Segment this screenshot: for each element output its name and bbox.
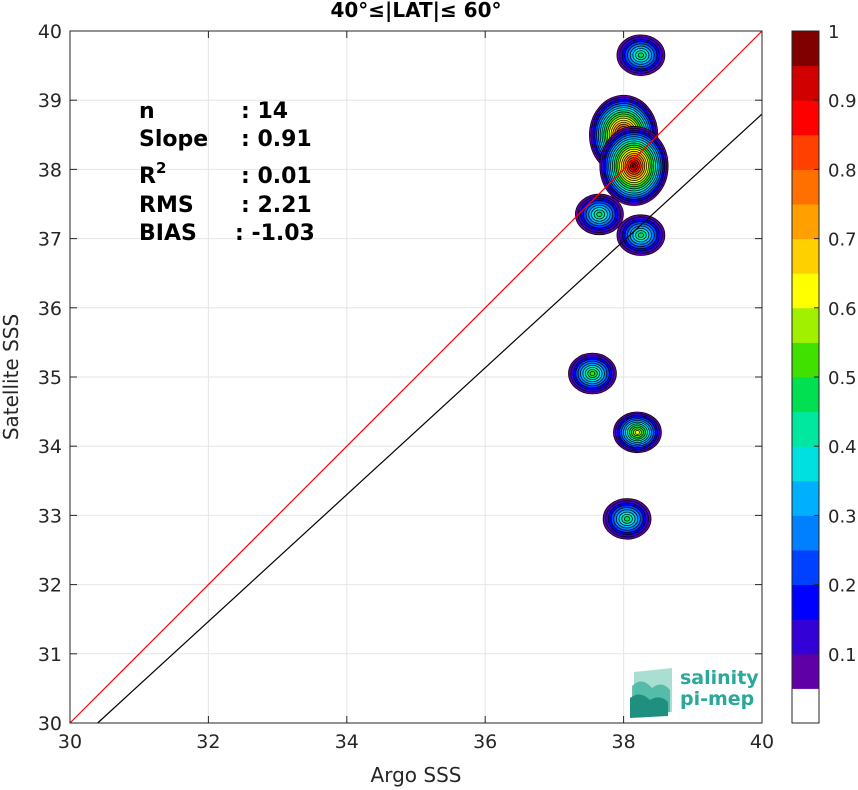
colorbar-tick-label: 0.3 <box>828 506 857 527</box>
x-tick-label: 36 <box>473 731 497 753</box>
y-tick-label: 38 <box>38 159 62 181</box>
density-contour <box>589 371 596 376</box>
stat-slope-label: Slope <box>139 127 208 152</box>
density-contour <box>596 211 603 217</box>
colorbar-ticks: 0.1 0.2 0.3 0.4 0.5 0.6 0.7 0.8 0.9 1 <box>814 22 857 666</box>
y-tick-label: 31 <box>38 644 62 666</box>
colorbar-tick-label: 0.9 <box>828 91 857 112</box>
stat-n-value: : 14 <box>241 99 288 124</box>
colorbar-segment <box>792 653 819 689</box>
density-contour <box>624 516 631 522</box>
stat-bias-label: BIAS <box>139 221 197 246</box>
colorbar-segment <box>792 480 819 516</box>
y-tick-label: 39 <box>38 90 62 112</box>
stat-rms-label: RMS <box>139 193 194 218</box>
x-axis-ticks: 30 32 34 36 38 40 <box>58 31 774 753</box>
stat-slope-value: : 0.91 <box>241 127 312 152</box>
density-contour <box>637 52 644 58</box>
y-tick-label: 32 <box>38 575 62 597</box>
y-tick-label: 33 <box>38 505 62 527</box>
colorbar-segment <box>792 273 819 309</box>
x-tick-label: 40 <box>750 731 774 753</box>
x-axis-label: Argo SSS <box>371 763 462 787</box>
y-axis-ticks: 30 31 32 33 34 35 36 37 38 39 40 <box>38 21 762 735</box>
colorbar-segment <box>792 411 819 447</box>
x-tick-label: 38 <box>612 731 636 753</box>
density-contour <box>637 232 644 238</box>
y-tick-label: 30 <box>38 713 62 735</box>
colorbar-tick-label: 0.7 <box>828 230 857 251</box>
salinity-pimep-logo: salinity pi-mep <box>630 667 759 718</box>
colorbar-tick-label: 0.6 <box>828 299 857 320</box>
colorbar-segment <box>792 169 819 205</box>
x-tick-label: 32 <box>196 731 220 753</box>
density-contour <box>635 430 640 435</box>
colorbar-tick-label: 0.4 <box>828 437 857 458</box>
colorbar-tick-label: 0.1 <box>828 645 857 666</box>
logo-text-salinity: salinity <box>680 667 759 689</box>
colorbar-segment <box>792 307 819 343</box>
colorbar-segment <box>792 377 819 413</box>
y-tick-label: 35 <box>38 367 62 389</box>
colorbar-tick-label: 0.8 <box>828 160 857 181</box>
stat-bias-value: : -1.03 <box>235 221 315 246</box>
y-tick-label: 37 <box>38 229 62 251</box>
y-tick-label: 36 <box>38 298 62 320</box>
logo-text-pimep: pi-mep <box>680 688 754 710</box>
colorbar-tick-label: 0.2 <box>828 576 857 597</box>
colorbar <box>791 30 820 724</box>
y-axis-label: Satellite SSS <box>0 314 23 440</box>
colorbar-segment <box>792 550 819 586</box>
logo-waves-icon <box>630 668 672 718</box>
stat-r2-value: : 0.01 <box>241 164 312 189</box>
colorbar-tick-label: 1 <box>828 22 839 43</box>
stats-box: n : 14 Slope : 0.91 R2 : 0.01 RMS : 2.21… <box>139 99 315 246</box>
x-tick-label: 34 <box>335 731 359 753</box>
colorbar-tick-label: 0.5 <box>828 368 857 389</box>
reference-lines <box>69 30 763 724</box>
colorbar-segment <box>792 100 819 136</box>
colorbar-segment <box>792 619 819 655</box>
colorbar-segment <box>792 31 819 67</box>
density-contours <box>568 34 669 540</box>
stat-n-label: n <box>139 99 155 124</box>
colorbar-segment <box>792 515 819 551</box>
colorbar-segment <box>792 134 819 170</box>
colorbar-segment <box>792 688 819 724</box>
colorbar-segment <box>792 342 819 378</box>
y-tick-label: 34 <box>38 436 62 458</box>
colorbar-segment <box>792 65 819 101</box>
colorbar-segment <box>792 204 819 240</box>
colorbar-segment <box>792 446 819 482</box>
colorbar-segment <box>792 238 819 274</box>
y-tick-label: 40 <box>38 21 62 43</box>
density-contour <box>631 163 637 169</box>
chart-title: 40°≤|LAT|≤ 60° <box>330 0 501 22</box>
colorbar-segment <box>792 584 819 620</box>
regression-line <box>97 113 763 724</box>
one-to-one-line <box>69 30 763 724</box>
x-tick-label: 30 <box>58 731 82 753</box>
stat-rms-value: : 2.21 <box>241 193 312 218</box>
stat-r2-label: R2 <box>139 159 166 189</box>
